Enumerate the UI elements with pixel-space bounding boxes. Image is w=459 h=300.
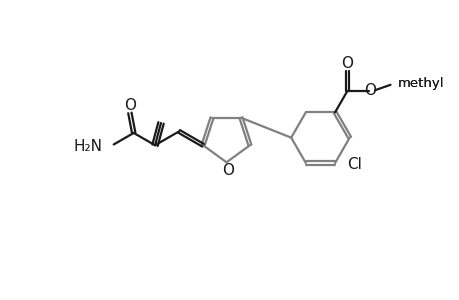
Text: O: O bbox=[341, 56, 353, 71]
Text: O: O bbox=[222, 163, 234, 178]
Text: methyl: methyl bbox=[397, 77, 443, 90]
Text: O: O bbox=[123, 98, 135, 113]
Text: methyl: methyl bbox=[397, 77, 443, 90]
Text: H₂N: H₂N bbox=[74, 139, 103, 154]
Text: O: O bbox=[364, 83, 375, 98]
Text: Cl: Cl bbox=[347, 157, 362, 172]
